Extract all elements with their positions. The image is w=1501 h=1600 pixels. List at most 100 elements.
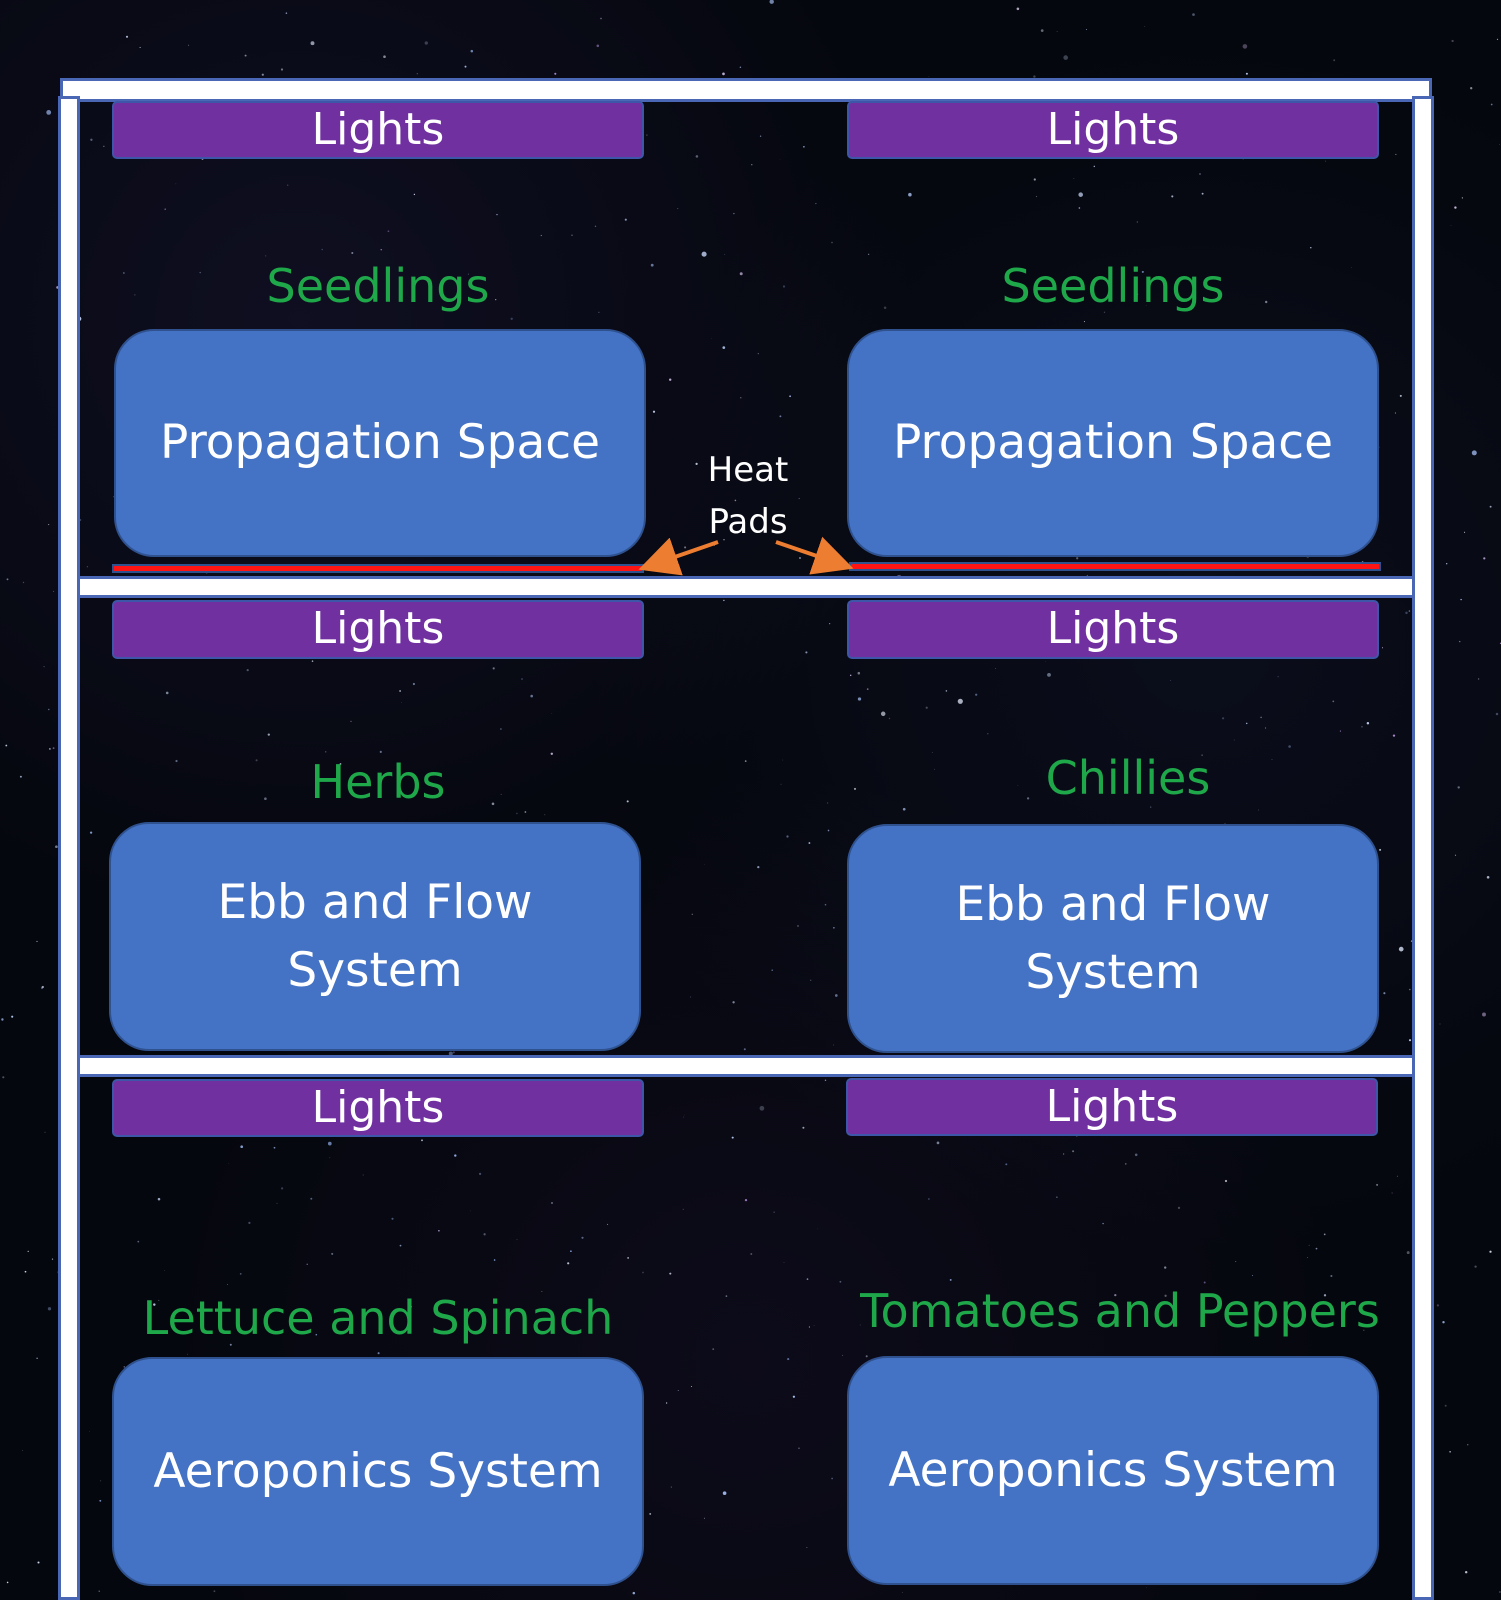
star xyxy=(510,317,513,320)
star xyxy=(413,193,416,196)
star xyxy=(957,698,963,704)
star xyxy=(849,674,852,677)
light-bar: Lights xyxy=(112,1079,644,1137)
star xyxy=(175,759,178,763)
system-label: Aeroponics System xyxy=(153,1443,603,1499)
star xyxy=(1308,1244,1310,1246)
star xyxy=(888,717,891,720)
star xyxy=(327,1141,332,1146)
crop-label-lettuce-and-spinach: Lettuce and Spinach xyxy=(142,1291,614,1345)
star xyxy=(1379,446,1381,448)
star xyxy=(810,979,812,981)
star xyxy=(1470,87,1473,90)
star xyxy=(857,671,861,675)
star xyxy=(1486,875,1490,879)
star xyxy=(1408,610,1411,612)
star xyxy=(491,802,495,806)
star xyxy=(642,1271,644,1274)
star xyxy=(507,1324,509,1326)
star xyxy=(1251,1274,1254,1277)
heat-pad-left xyxy=(112,564,644,573)
star xyxy=(165,691,169,695)
star xyxy=(723,538,725,541)
star xyxy=(280,68,284,71)
star xyxy=(86,566,88,568)
star xyxy=(363,1312,365,1314)
star xyxy=(6,1581,9,1584)
star xyxy=(1330,1274,1333,1278)
star xyxy=(902,807,906,811)
star xyxy=(783,1262,785,1263)
star xyxy=(239,1273,242,1275)
star xyxy=(496,214,498,216)
star xyxy=(551,1202,553,1204)
star xyxy=(399,690,402,692)
star xyxy=(48,524,50,526)
star xyxy=(1350,267,1352,268)
star xyxy=(594,225,597,228)
star xyxy=(409,1305,412,1308)
star xyxy=(824,1079,827,1082)
star xyxy=(759,135,762,137)
star xyxy=(1245,72,1248,75)
star xyxy=(40,986,44,990)
star xyxy=(743,1048,746,1051)
light-bar: Lights xyxy=(847,600,1379,659)
star xyxy=(771,969,774,972)
star xyxy=(757,352,759,355)
star xyxy=(41,985,44,989)
star xyxy=(1245,722,1248,725)
star xyxy=(571,234,573,236)
star xyxy=(89,1431,90,1432)
crop-label-herbs: Herbs xyxy=(310,755,446,809)
star xyxy=(287,184,289,186)
star xyxy=(600,17,602,20)
star xyxy=(815,203,817,205)
star xyxy=(1467,1444,1469,1446)
star xyxy=(327,287,331,290)
star xyxy=(416,73,418,75)
star xyxy=(1103,311,1106,314)
star xyxy=(722,72,725,76)
star xyxy=(831,241,833,244)
star xyxy=(1026,797,1030,800)
star xyxy=(813,1325,815,1326)
star xyxy=(43,666,45,668)
star xyxy=(682,1208,684,1210)
star xyxy=(567,1262,570,1265)
star xyxy=(750,1253,753,1255)
heat-pads-label-line-1: Heat xyxy=(707,450,789,490)
star xyxy=(626,800,629,803)
star xyxy=(1454,854,1457,856)
star xyxy=(757,865,760,869)
star xyxy=(780,783,782,785)
star xyxy=(723,599,725,602)
star xyxy=(1363,1329,1365,1331)
star xyxy=(1396,1175,1398,1177)
star xyxy=(1086,29,1088,31)
star xyxy=(1235,1261,1237,1262)
star xyxy=(1063,55,1068,60)
star xyxy=(695,462,698,466)
star xyxy=(1489,505,1492,508)
star xyxy=(945,690,948,692)
star xyxy=(733,212,735,215)
system-label: Ebb and Flow System xyxy=(217,874,533,998)
star xyxy=(1436,1304,1439,1307)
star xyxy=(90,138,93,141)
star xyxy=(1391,1192,1393,1194)
star xyxy=(665,1402,668,1404)
star xyxy=(55,845,58,849)
star xyxy=(690,996,692,998)
star xyxy=(273,1146,276,1149)
star xyxy=(607,1223,609,1225)
propagation-space-right: Propagation Space xyxy=(847,329,1379,557)
star xyxy=(1062,1153,1065,1155)
star xyxy=(36,940,38,942)
star xyxy=(158,1299,160,1301)
star xyxy=(994,667,996,669)
star xyxy=(89,831,93,834)
star xyxy=(677,208,679,210)
star xyxy=(377,1352,380,1355)
star xyxy=(1164,1294,1167,1297)
